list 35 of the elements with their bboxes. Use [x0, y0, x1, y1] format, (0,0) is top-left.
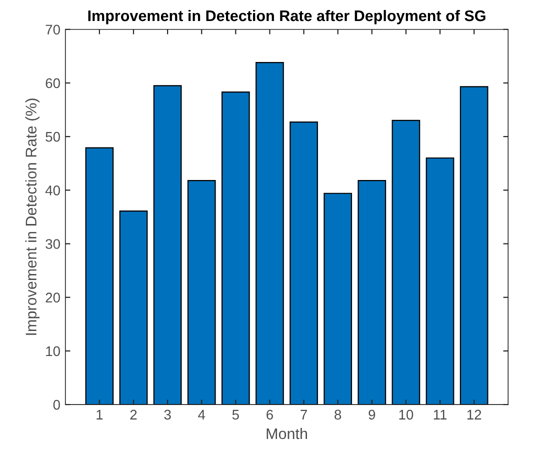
bar [324, 192, 352, 405]
y-tick-label: 60 [46, 78, 60, 88]
x-tick-label: 10 [399, 410, 414, 420]
y-tick-label: 40 [45, 185, 60, 196]
bar [256, 62, 284, 405]
x-tick-label: 8 [334, 410, 342, 420]
bar [290, 122, 318, 405]
x-tick-label: 12 [467, 410, 482, 420]
bar [358, 180, 386, 405]
y-tick-label: 0 [53, 400, 60, 410]
x-tick-label: 5 [232, 410, 239, 420]
chart-title: Improvement in Detection Rate after Deployment of SG [88, 10, 486, 24]
bar [153, 85, 182, 405]
x-tick-label: 1 [96, 410, 103, 420]
y-tick-label: 30 [46, 239, 60, 249]
bar [426, 157, 454, 405]
x-tick-label: 9 [368, 410, 376, 420]
bar [392, 120, 420, 405]
x-tick-label: 3 [164, 410, 171, 420]
y-tick-label: 50 [46, 132, 60, 142]
x-tick-label: 7 [300, 410, 307, 420]
x-axis-title: Month [266, 428, 307, 440]
bar [221, 92, 250, 405]
y-tick-label: 10 [46, 346, 60, 356]
x-tick-label: 2 [130, 410, 137, 420]
bar [119, 210, 148, 405]
x-tick-label: 4 [198, 410, 206, 420]
bar [187, 180, 216, 405]
y-tick-label: 70 [46, 24, 60, 35]
x-tick-label: 11 [434, 410, 447, 420]
y-axis-title: Improvement in Detection Rate (%) [25, 98, 40, 335]
y-tick-label: 20 [46, 292, 60, 303]
x-tick-label: 6 [266, 410, 273, 420]
bar [85, 147, 114, 405]
bar [460, 86, 488, 405]
